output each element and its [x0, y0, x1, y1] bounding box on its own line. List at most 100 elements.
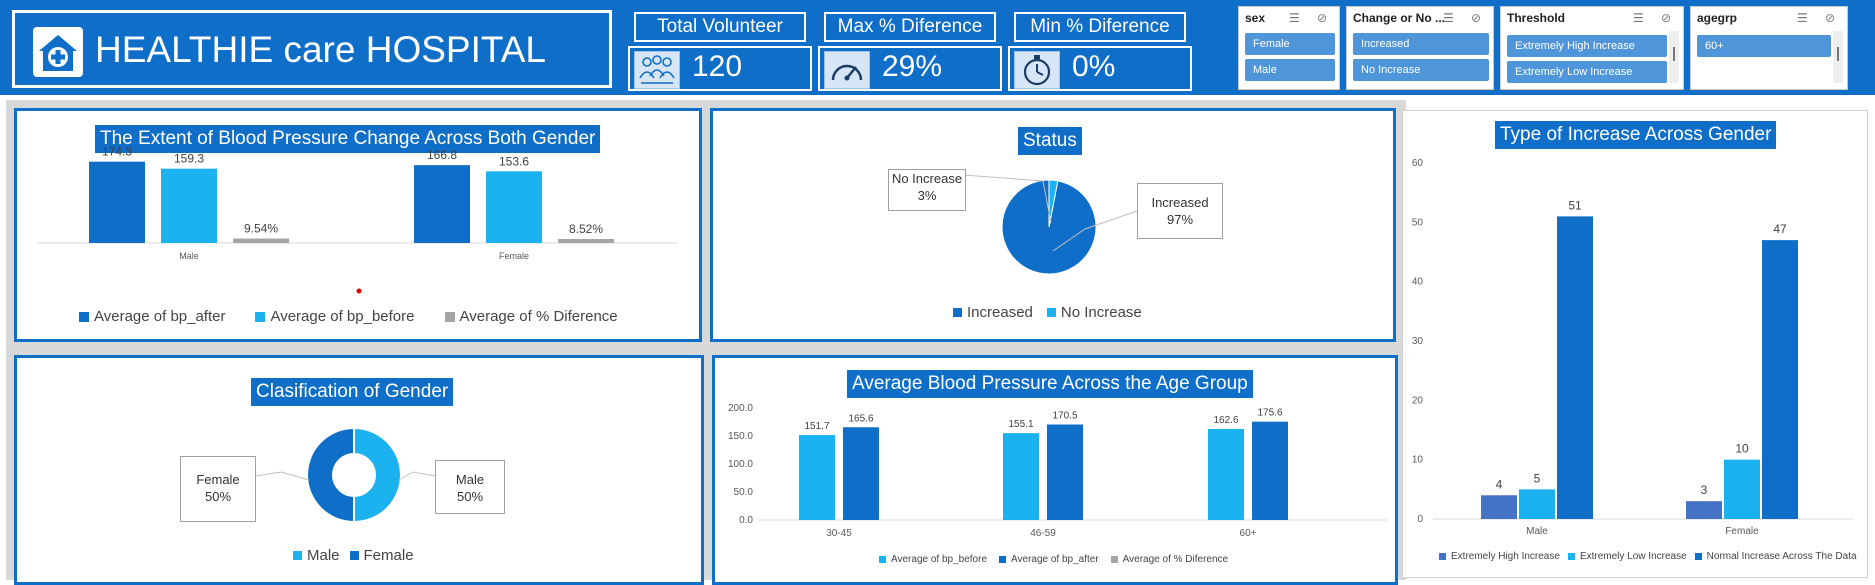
bar	[89, 161, 145, 243]
y-tick-label: 200.0	[728, 403, 753, 414]
panel-increase-type[interactable]: Type of Increase Across Gender 0 10 20 30 40…	[1402, 110, 1868, 578]
y-tick-label: 20	[1412, 395, 1424, 406]
clear-filter-icon[interactable]: ⊘	[1825, 11, 1836, 25]
panel-title: Average Blood Pressure Across the Age Gr…	[847, 370, 1253, 398]
legend-item: Normal Increase Across The Data	[1694, 551, 1857, 562]
legend-label: Female	[363, 546, 414, 564]
callout-male: Male 50%	[435, 460, 505, 514]
app-title: HEALTHIE care HOSPITAL	[95, 29, 546, 70]
kpi-body: 29%	[818, 46, 1002, 91]
bar	[1557, 216, 1593, 519]
slicer-item-female[interactable]: Female	[1245, 33, 1335, 55]
legend-item: Average of bp_before	[879, 554, 987, 565]
pie-slice-no-increase	[1048, 179, 1059, 228]
multi-select-icon[interactable]: ☰	[1443, 11, 1454, 25]
legend-label: Average of % Diference	[1122, 554, 1229, 565]
y-tick-label: 0.0	[739, 515, 753, 526]
people-group-icon	[634, 51, 680, 89]
legend-swatch	[293, 551, 302, 561]
slicer-item-60-plus[interactable]: 60+	[1697, 35, 1831, 57]
bar	[1762, 240, 1798, 519]
multi-select-icon[interactable]: ☰	[1633, 11, 1644, 25]
kpi-label: Max % Diference	[824, 12, 996, 42]
title-box: HEALTHIE care HOSPITAL	[12, 10, 612, 88]
legend-item: Male	[293, 547, 340, 564]
callout-leader	[1052, 210, 1138, 252]
bar	[1686, 501, 1722, 519]
slicer-item-male[interactable]: Male	[1245, 59, 1335, 81]
kpi-min-difference: Min % Diference 0%	[1008, 8, 1192, 92]
panel-status[interactable]: Status No Increase 3% Increased 97% Incr…	[710, 108, 1396, 342]
slicer-item-no-increase[interactable]: No Increase	[1353, 59, 1489, 81]
data-label: 174.3	[102, 145, 132, 159]
panel-bp-change[interactable]: The Extent of Blood Pressure Change Acro…	[14, 108, 702, 342]
data-label: 10	[1735, 442, 1749, 456]
bar	[1481, 495, 1517, 519]
legend: Average of bp_after Average of bp_before A…	[79, 307, 648, 325]
data-label: 159.3	[174, 152, 204, 166]
legend-label: Increased	[967, 303, 1033, 321]
chart-gender	[255, 426, 436, 524]
legend-label: Male	[307, 546, 340, 564]
callout-value: 50%	[204, 489, 232, 504]
legend-label: Average of bp_after	[94, 307, 226, 325]
legend: Extremely High Increase Extremely Low Inc…	[1439, 551, 1865, 562]
data-label: 3	[1701, 483, 1708, 497]
slicer-scrollbar[interactable]	[1669, 31, 1679, 83]
category-label: Female	[1725, 526, 1759, 537]
data-label: 9.54%	[244, 222, 278, 236]
slicer-item-extremely-low[interactable]: Extremely Low Increase	[1507, 61, 1667, 83]
data-label: 51	[1568, 198, 1582, 212]
multi-select-icon[interactable]: ☰	[1289, 11, 1300, 25]
slicer-sex[interactable]: sex ☰ ⊘ Female Male	[1238, 6, 1340, 90]
legend: Average of bp_before Average of bp_after A…	[879, 554, 1240, 565]
panel-age-group[interactable]: Average Blood Pressure Across the Age Gr…	[712, 355, 1398, 585]
legend-item: Average of bp_after	[79, 308, 225, 325]
doughnut-slice-female	[306, 426, 355, 524]
clear-filter-icon[interactable]: ⊘	[1317, 11, 1328, 25]
y-tick-label: 30	[1412, 336, 1424, 347]
panel-gender-class[interactable]: Clasification of Gender Female 50% Male …	[14, 355, 704, 585]
legend-swatch	[1046, 308, 1056, 318]
legend-item: Average of % Diference	[444, 308, 618, 325]
legend-item: Female	[349, 546, 414, 564]
legend-label: No Increase	[1060, 303, 1142, 321]
multi-select-icon[interactable]: ☰	[1797, 11, 1808, 25]
kpi-label: Total Volunteer	[634, 12, 806, 42]
slicer-item-extremely-high[interactable]: Extremely High Increase	[1507, 35, 1667, 57]
legend-item: Average of % Diference	[1110, 554, 1229, 565]
slicer-change[interactable]: Change or No ... ☰ ⊘ Increased No Increa…	[1346, 6, 1494, 90]
kpi-total-volunteer: Total Volunteer 120	[628, 8, 812, 92]
legend-item: Extremely Low Increase	[1567, 551, 1687, 562]
callout-category: No Increase	[891, 171, 963, 186]
clear-filter-icon[interactable]: ⊘	[1471, 11, 1482, 25]
bar	[414, 165, 470, 243]
bar	[1519, 489, 1555, 519]
y-tick-label: 150.0	[728, 431, 753, 442]
speedometer-icon	[824, 51, 870, 89]
y-tick-label: 50.0	[734, 487, 754, 498]
callout-value: 50%	[456, 489, 484, 504]
callout-increased: Increased 97%	[1137, 183, 1223, 239]
y-tick-label: 50	[1412, 217, 1424, 228]
slicer-item-increased[interactable]: Increased	[1353, 33, 1489, 55]
slicer-threshold[interactable]: Threshold ☰ ⊘ Extremely High Increase Ex…	[1500, 6, 1684, 90]
clear-filter-icon[interactable]: ⊘	[1661, 11, 1672, 25]
data-label: 162.6	[1213, 415, 1238, 426]
legend: Male Female	[293, 546, 424, 564]
category-label: 46-59	[1030, 528, 1056, 539]
legend-label: Normal Increase Across The Data	[1706, 551, 1857, 562]
stopwatch-icon	[1014, 51, 1060, 89]
y-tick-label: 40	[1412, 277, 1424, 288]
category-label: Male	[1526, 526, 1548, 537]
data-label: 153.6	[499, 154, 529, 168]
slicer-agegrp[interactable]: agegrp ☰ ⊘ 60+	[1690, 6, 1848, 90]
red-dot-marker	[356, 288, 362, 294]
chart-increase-type: 0 10 20 30 40 50 60 4 5 51 Male 3 10 47 Female	[1412, 158, 1853, 537]
slicer-title: agegrp	[1697, 11, 1738, 25]
y-tick-label: 60	[1412, 158, 1424, 169]
slicer-scrollbar[interactable]	[1833, 31, 1843, 83]
data-label: 8.52%	[569, 222, 603, 236]
bar	[1047, 424, 1083, 520]
bar	[1724, 459, 1760, 519]
